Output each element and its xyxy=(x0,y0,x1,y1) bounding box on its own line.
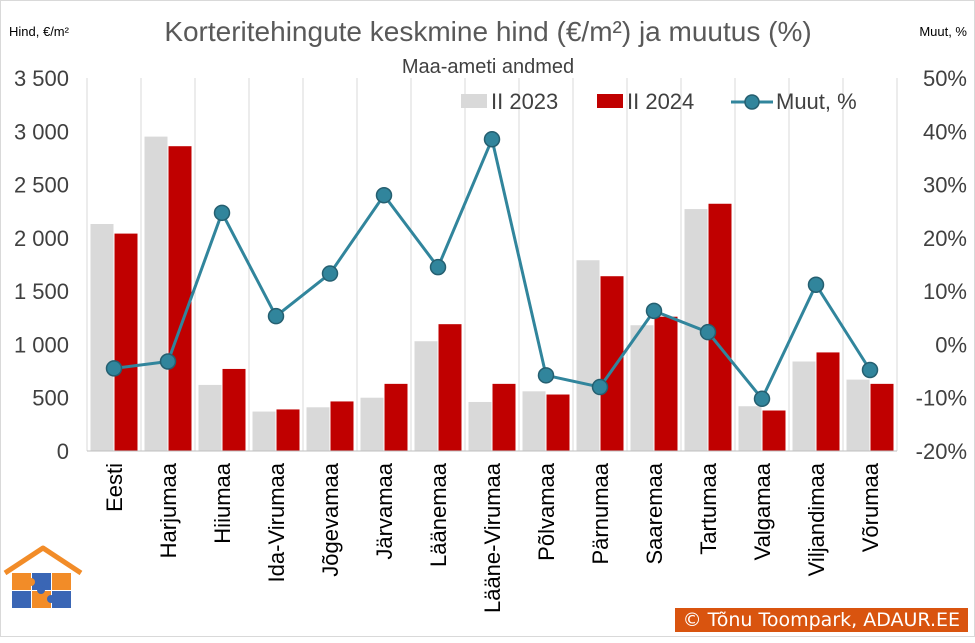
bars xyxy=(90,136,894,451)
change-point xyxy=(645,302,663,320)
bar-ii-2023 xyxy=(360,397,384,451)
axes: 3 500 3 000 2 500 2 000 1 500 1 000 500 0 50% 40%… xyxy=(14,66,967,613)
x-tick-label: Järvamaa xyxy=(372,462,397,559)
y-right-tick-label: -10% xyxy=(916,386,967,411)
bar-ii-2024 xyxy=(492,383,516,451)
change-point xyxy=(213,204,231,222)
x-tick-label: Võrumaa xyxy=(858,462,883,552)
change-point xyxy=(753,390,771,408)
y-left-tick-label: 2 000 xyxy=(14,226,69,251)
x-tick-label: Eesti xyxy=(102,463,127,512)
y-right-tick-label: -20% xyxy=(916,439,967,464)
bar-ii-2024 xyxy=(546,394,570,451)
y-left-tick-label: 3 500 xyxy=(14,66,69,91)
x-tick-label: Ida-Virumaa xyxy=(264,462,289,582)
bar-ii-2023 xyxy=(684,209,708,451)
change-point xyxy=(159,353,177,370)
x-tick-label: Lääne-Virumaa xyxy=(480,462,505,613)
y-right-tick-label: 10% xyxy=(923,279,967,304)
x-tick-label: Saaremaa xyxy=(642,462,667,564)
y-left-tick-label: 0 xyxy=(57,439,69,464)
bar-ii-2023 xyxy=(522,391,546,451)
bar-ii-2023 xyxy=(738,406,762,451)
chart-title: Korteritehingute keskmine hind (€/m²) ja… xyxy=(164,16,811,47)
legend-marker-muut xyxy=(744,94,760,110)
bar-ii-2023 xyxy=(846,379,870,451)
bar-ii-2024 xyxy=(762,410,786,451)
y-left-tick-label: 1 500 xyxy=(14,279,69,304)
bar-ii-2023 xyxy=(792,361,816,451)
logo-icon xyxy=(3,545,83,608)
bar-ii-2024 xyxy=(438,324,462,451)
bar-ii-2024 xyxy=(654,316,678,451)
bar-ii-2023 xyxy=(90,224,114,451)
right-axis-title: Muut, % xyxy=(919,24,967,39)
change-point xyxy=(429,258,447,276)
bar-ii-2023 xyxy=(306,407,330,451)
bar-ii-2024 xyxy=(600,276,624,451)
legend-label-ii-2023: II 2023 xyxy=(491,89,558,114)
legend-label-muut: Muut, % xyxy=(776,89,857,114)
x-tick-label: Hiiumaa xyxy=(210,462,235,543)
legend-swatch-ii-2024 xyxy=(597,94,623,108)
bar-ii-2023 xyxy=(144,136,168,451)
change-point xyxy=(537,367,555,384)
left-axis-title: Hind, €/m² xyxy=(9,24,70,39)
bar-ii-2023 xyxy=(468,401,492,451)
y-left-tick-label: 3 000 xyxy=(14,119,69,144)
change-point xyxy=(699,323,717,341)
x-tick-label: Pärnumaa xyxy=(588,462,613,564)
legend: II 2023 II 2024 Muut, % xyxy=(461,89,857,114)
bar-ii-2023 xyxy=(252,411,276,451)
bar-ii-2024 xyxy=(816,352,840,451)
change-point xyxy=(321,265,339,282)
x-tick-label: Valgamaa xyxy=(750,462,775,560)
y-right-tick-label: 30% xyxy=(923,173,967,198)
change-point xyxy=(483,131,501,148)
bar-ii-2023 xyxy=(576,260,600,451)
y-left-tick-label: 2 500 xyxy=(14,173,69,198)
y-right-tick-label: 20% xyxy=(923,226,967,251)
x-tick-label: Jõgevamaa xyxy=(318,462,343,577)
y-left-tick-label: 1 000 xyxy=(14,332,69,357)
bar-ii-2024 xyxy=(384,383,408,451)
y-right-tick-label: 0% xyxy=(935,332,967,357)
bar-ii-2024 xyxy=(870,383,894,451)
y-right-tick-label: 40% xyxy=(923,119,967,144)
bar-ii-2023 xyxy=(630,325,654,451)
bar-ii-2024 xyxy=(168,146,192,451)
legend-swatch-ii-2023 xyxy=(461,94,487,108)
bar-ii-2023 xyxy=(198,384,222,451)
change-point xyxy=(591,378,609,396)
bar-ii-2024 xyxy=(330,401,354,451)
bar-ii-2023 xyxy=(414,341,438,451)
bar-ii-2024 xyxy=(708,203,732,451)
x-tick-label: Viljandimaa xyxy=(804,462,829,576)
copyright-badge: © Tõnu Toompark, ADAUR.EE xyxy=(674,608,968,632)
x-tick-label: Harjumaa xyxy=(156,462,181,558)
change-point xyxy=(861,361,879,379)
legend-label-ii-2024: II 2024 xyxy=(627,89,694,114)
y-left-tick-label: 500 xyxy=(32,386,69,411)
x-tick-label: Tartumaa xyxy=(696,462,721,554)
gridlines xyxy=(86,78,898,451)
change-series-line xyxy=(113,137,872,401)
change-point xyxy=(375,186,393,204)
y-right-tick-label: 50% xyxy=(923,66,967,91)
x-tick-label: Põlvamaa xyxy=(534,462,559,561)
bar-ii-2024 xyxy=(114,233,138,451)
x-tick-label: Läänemaa xyxy=(426,462,451,567)
change-point xyxy=(807,276,825,293)
change-line xyxy=(105,131,879,408)
chart-subtitle: Maa-ameti andmed xyxy=(402,56,574,78)
change-point xyxy=(267,307,285,325)
bar-ii-2024 xyxy=(222,368,246,451)
change-point xyxy=(105,360,123,377)
bar-ii-2024 xyxy=(276,409,300,451)
